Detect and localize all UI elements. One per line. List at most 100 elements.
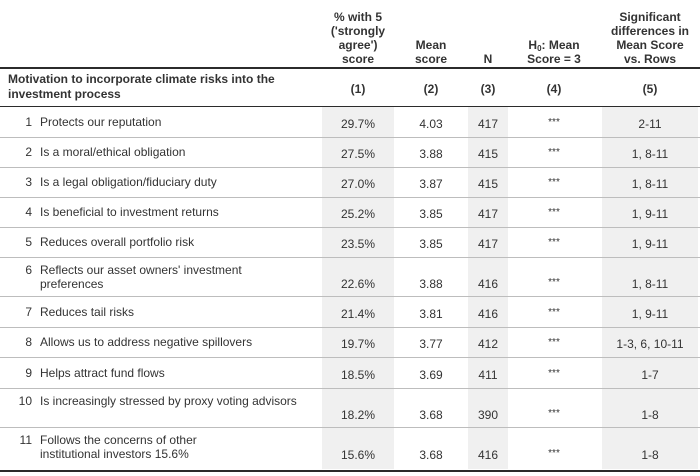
cell-h0: ***	[548, 237, 560, 248]
row-label: Follows the concerns of other institutio…	[40, 433, 197, 461]
column-shading	[468, 168, 508, 197]
row-number: 9	[25, 365, 32, 380]
cell-h0: ***	[548, 207, 560, 218]
header-h0-test: H0: Mean Score = 3	[512, 38, 596, 66]
header-pct-strongly-agree: % with 5 ('strongly agree') score	[322, 10, 394, 66]
header-text: Significant	[619, 10, 681, 24]
cell-h0: ***	[548, 367, 560, 379]
cell-mean: 3.88	[419, 276, 443, 291]
column-shading	[602, 297, 698, 327]
cell-n: 416	[477, 306, 499, 321]
cell-mean: 4.03	[419, 116, 443, 131]
row-separator	[0, 167, 700, 168]
row-label: Is a moral/ethical obligation	[40, 145, 186, 159]
cell-n: 417	[477, 116, 499, 131]
column-shading	[602, 328, 698, 357]
table-row: 5 Reduces overall portfolio risk 23.5% 3.85…	[0, 228, 700, 258]
cell-sig: 1, 9-11	[631, 306, 669, 321]
column-shading	[322, 428, 394, 469]
column-shading	[322, 389, 394, 427]
cell-pct: 27.0%	[340, 177, 376, 191]
header-text: score	[341, 52, 375, 66]
row-separator	[0, 257, 700, 258]
cell-pct: 19.7%	[340, 337, 376, 351]
row-label: Reduces overall portfolio risk	[40, 235, 195, 249]
column-shading	[602, 228, 698, 257]
row-label: Allows us to address negative spillovers	[40, 335, 253, 349]
row-separator	[0, 327, 700, 328]
cell-sig: 1-3, 6, 10-11	[616, 337, 684, 351]
table-row: 1 Protects our reputation 29.7% 4.03 417 *** 2…	[0, 107, 700, 138]
cell-pct: 22.6%	[340, 276, 376, 291]
cell-n: 415	[477, 177, 499, 191]
header-text: differences in	[610, 24, 690, 38]
column-shading	[602, 258, 698, 296]
row-label: Is increasingly stressed by proxy voting…	[40, 394, 297, 408]
header-text: vs. Rows	[623, 52, 677, 66]
column-shading	[322, 138, 394, 167]
header-text: Mean	[415, 38, 447, 52]
table-row: 8 Allows us to address negative spillover…	[0, 328, 700, 358]
column-shading	[322, 328, 394, 357]
header-text: Mean Score	[616, 38, 684, 52]
column-shading	[468, 358, 508, 388]
table-row: 11 Follows the concerns of other institut…	[0, 428, 700, 470]
column-shading	[322, 198, 394, 227]
row-number: 11	[19, 433, 32, 447]
cell-h0: ***	[548, 177, 560, 188]
cell-mean: 3.88	[419, 147, 443, 161]
header-text: Score = 3	[527, 52, 581, 66]
cell-mean: 3.85	[419, 237, 443, 251]
cell-h0: ***	[548, 276, 560, 288]
column-shading	[322, 228, 394, 257]
cell-n: 411	[478, 367, 498, 382]
header-mean-score: Mean score	[403, 38, 459, 66]
header-text: ('strongly	[330, 24, 386, 38]
column-shading	[322, 168, 394, 197]
row-label: Is beneficial to investment returns	[40, 205, 219, 219]
table-row: 6 Reflects our asset owners' investment p…	[0, 258, 700, 297]
column-shading	[602, 138, 698, 167]
row-number: 10	[18, 394, 32, 408]
cell-h0: ***	[548, 337, 560, 348]
row-number: 7	[25, 304, 32, 319]
table-header: % with 5 ('strongly agree') score Mean s…	[0, 0, 700, 66]
cell-sig: 1-8	[641, 448, 659, 462]
header-sub-0: 0	[537, 44, 542, 53]
cell-h0: ***	[548, 407, 560, 419]
cell-sig: 1-8	[641, 407, 659, 422]
column-shading	[468, 328, 508, 357]
row-separator	[0, 197, 700, 198]
column-number-2: (2)	[423, 82, 439, 96]
cell-mean: 3.87	[419, 177, 443, 191]
row-number: 4	[25, 205, 32, 219]
column-shading	[602, 389, 698, 427]
header-text: score	[414, 52, 448, 66]
row-separator	[0, 357, 700, 358]
row-number: 6	[25, 263, 32, 277]
cell-sig: 1, 8-11	[631, 147, 669, 161]
row-label: Protects our reputation	[40, 114, 162, 129]
cell-pct: 23.5%	[340, 237, 376, 251]
row-label: Is a legal obligation/fiduciary duty	[40, 175, 217, 189]
column-shading	[602, 107, 698, 137]
column-shading	[468, 107, 508, 137]
column-shading	[468, 428, 508, 469]
table-row: 7 Reduces tail risks 21.4% 3.81 416 *** 1, 9-1…	[0, 297, 700, 328]
column-shading	[468, 198, 508, 227]
cell-mean: 3.68	[419, 448, 443, 462]
row-label: Reduces tail risks	[40, 304, 135, 319]
table-row: 2 Is a moral/ethical obligation 27.5% 3.88 4…	[0, 138, 700, 168]
row-separator	[0, 388, 700, 389]
cell-n: 390	[477, 407, 499, 422]
cell-pct: 18.5%	[340, 367, 376, 382]
row-number: 1	[25, 114, 32, 129]
cell-sig: 1, 9-11	[631, 207, 669, 221]
row-number: 8	[25, 335, 32, 349]
header-h: H	[528, 38, 538, 52]
header-text: % with 5	[333, 10, 382, 24]
column-shading	[468, 228, 508, 257]
cell-mean: 3.69	[419, 367, 443, 382]
column-shading	[468, 258, 508, 296]
